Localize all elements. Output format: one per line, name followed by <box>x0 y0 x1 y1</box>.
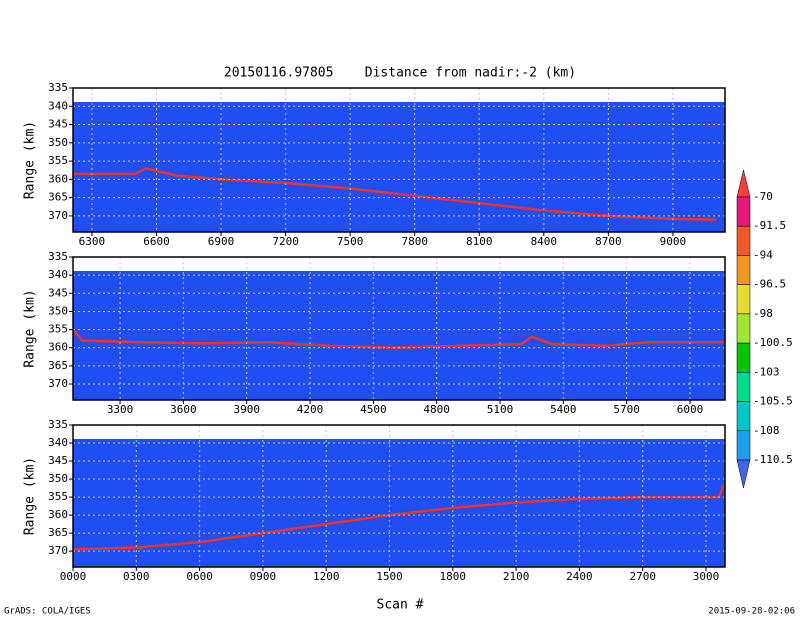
x-tick-label: 6000 <box>677 403 704 416</box>
colorbar-label: -105.5 <box>753 395 793 408</box>
x-tick-label: 2400 <box>566 570 593 583</box>
colorbar-segment <box>736 342 751 373</box>
footer-left: GrADS: COLA/IGES <box>4 607 91 617</box>
y-tick-label: 350 <box>48 472 68 485</box>
colorbar-segment <box>736 225 751 256</box>
y-tick-label: 370 <box>48 377 68 390</box>
chart-title: 20150116.97805 Distance from nadir:-2 (k… <box>224 66 576 81</box>
x-tick-label: 2100 <box>503 570 530 583</box>
y-tick-label: 365 <box>48 191 68 204</box>
colorbar-cap <box>736 459 751 489</box>
colorbar-segment <box>736 255 751 285</box>
footer-right: 2015-09-28-02:06 <box>708 607 795 617</box>
data-field <box>73 439 725 567</box>
colorbar-segment <box>736 284 751 315</box>
x-tick-label: 3000 <box>693 570 720 583</box>
colorbar-segment <box>736 313 751 344</box>
x-tick-label: 6300 <box>79 235 106 248</box>
x-tick-label: 0000 <box>60 570 87 583</box>
y-tick-label: 360 <box>48 172 68 185</box>
colorbar-label: -91.5 <box>753 219 786 232</box>
x-tick-label: 5400 <box>550 403 577 416</box>
colorbar-segment <box>736 196 751 227</box>
x-tick-label: 1800 <box>440 570 467 583</box>
y-axis-label: Range (km) <box>23 121 38 199</box>
x-tick-label: 1500 <box>376 570 403 583</box>
data-field <box>73 102 725 232</box>
y-tick-label: 370 <box>48 209 68 222</box>
y-tick-label: 360 <box>48 508 68 521</box>
y-tick-label: 355 <box>48 490 68 503</box>
x-axis-label: Scan # <box>377 598 424 613</box>
x-tick-label: 6600 <box>143 235 170 248</box>
y-tick-label: 340 <box>48 268 68 281</box>
x-tick-label: 6900 <box>208 235 235 248</box>
y-tick-label: 340 <box>48 99 68 112</box>
colorbar-segment <box>736 401 751 432</box>
y-tick-label: 345 <box>48 118 68 131</box>
surface-line <box>73 328 725 349</box>
x-tick-label: 9000 <box>660 235 687 248</box>
y-tick-label: 335 <box>48 250 68 263</box>
y-tick-label: 355 <box>48 323 68 336</box>
x-tick-label: 7500 <box>337 235 364 248</box>
x-tick-label: 8100 <box>466 235 493 248</box>
colorbar-label: -96.5 <box>753 278 786 291</box>
y-tick-label: 335 <box>48 418 68 431</box>
x-tick-label: 8400 <box>531 235 558 248</box>
y-tick-label: 360 <box>48 341 68 354</box>
x-tick-label: 0900 <box>250 570 277 583</box>
x-tick-label: 3900 <box>233 403 260 416</box>
x-tick-label: 7200 <box>272 235 299 248</box>
x-tick-label: 2700 <box>629 570 656 583</box>
x-tick-label: 1200 <box>313 570 340 583</box>
y-tick-label: 370 <box>48 544 68 557</box>
colorbar-label: -103 <box>753 365 780 378</box>
y-tick-label: 365 <box>48 359 68 372</box>
plot-area <box>73 328 725 349</box>
y-axis-label: Range (km) <box>23 457 38 535</box>
x-tick-label: 4500 <box>360 403 387 416</box>
plot-frame <box>72 424 726 568</box>
colorbar-label: -94 <box>753 248 773 261</box>
colorbar-label: -108 <box>753 424 780 437</box>
x-tick-label: 0600 <box>186 570 213 583</box>
x-tick-label: 4800 <box>423 403 450 416</box>
y-tick-label: 335 <box>48 81 68 94</box>
x-tick-label: 3600 <box>170 403 197 416</box>
x-tick-label: 5700 <box>613 403 640 416</box>
colorbar-label: -100.5 <box>753 336 793 349</box>
x-tick-label: 7800 <box>401 235 428 248</box>
x-tick-label: 8700 <box>595 235 622 248</box>
colorbar-cap <box>736 169 751 198</box>
x-tick-label: 4200 <box>297 403 324 416</box>
colorbar-label: -70 <box>753 190 773 203</box>
data-field <box>73 271 725 400</box>
colorbar-segment <box>736 430 751 461</box>
x-tick-label: 5100 <box>487 403 514 416</box>
plot-frame <box>72 256 726 401</box>
colorbar-label: -98 <box>753 307 773 320</box>
plot-frame <box>72 87 726 233</box>
y-tick-label: 345 <box>48 286 68 299</box>
x-tick-label: 0300 <box>123 570 150 583</box>
y-tick-label: 345 <box>48 454 68 467</box>
x-tick-label: 3300 <box>107 403 134 416</box>
y-tick-label: 355 <box>48 154 68 167</box>
y-tick-label: 340 <box>48 436 68 449</box>
surface-line <box>73 482 725 551</box>
y-tick-label: 365 <box>48 526 68 539</box>
y-tick-label: 350 <box>48 304 68 317</box>
y-axis-label: Range (km) <box>23 289 38 367</box>
y-tick-label: 350 <box>48 136 68 149</box>
colorbar-label: -110.5 <box>753 453 793 466</box>
colorbar-segment <box>736 372 751 402</box>
plot-area <box>73 482 725 551</box>
